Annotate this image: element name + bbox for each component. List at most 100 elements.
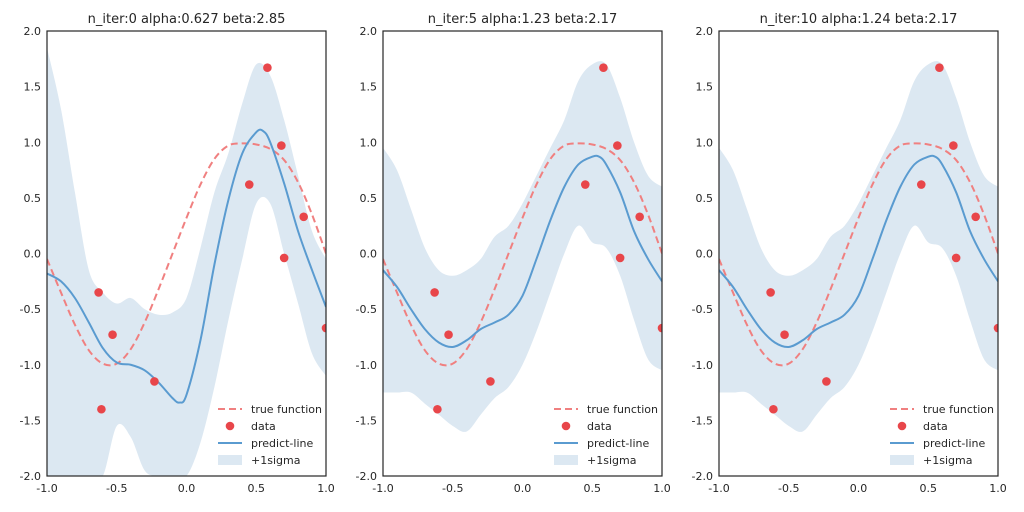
legend-label: true function bbox=[923, 403, 994, 416]
y-tick-label: 0.0 bbox=[360, 248, 378, 261]
true-function-line bbox=[47, 142, 326, 367]
data-point bbox=[279, 253, 289, 263]
x-tick-label: -1.0 bbox=[372, 482, 393, 495]
data-point bbox=[430, 288, 439, 297]
data-point bbox=[613, 141, 622, 150]
x-tick-label: -0.5 bbox=[106, 482, 127, 495]
y-tick-label: -1.5 bbox=[20, 414, 41, 427]
x-tick-label: 1.0 bbox=[989, 482, 1007, 495]
chart-title: n_iter:5 alpha:1.23 beta:2.17 bbox=[428, 12, 617, 27]
data-point bbox=[97, 404, 106, 414]
y-tick-label: -0.5 bbox=[692, 303, 713, 316]
subplot-1: -1.0 -0.5 0.0 0.5 1.0 2.0 1.5 1.0 0.5 0.0 -0.5 -1.0… bbox=[20, 12, 335, 495]
data-point bbox=[635, 212, 644, 222]
data-point bbox=[94, 288, 103, 297]
subplot-2: -1.0 -0.5 0.0 0.5 1.0 2.0 1.5 1.0 0.5 0.0 -0.5 -1.0… bbox=[356, 12, 671, 495]
x-tick-label: 0.5 bbox=[584, 482, 602, 495]
legend-label: +1sigma bbox=[587, 454, 636, 467]
y-tick-label: 1.0 bbox=[360, 136, 378, 149]
y-tick-label: -0.5 bbox=[20, 303, 41, 316]
legend-swatch-sigma bbox=[554, 455, 578, 465]
sigma-band bbox=[719, 61, 998, 432]
data-point bbox=[299, 212, 308, 222]
data-point bbox=[822, 377, 831, 386]
legend-label: +1sigma bbox=[923, 454, 972, 467]
y-tick-label: 0.0 bbox=[24, 248, 42, 261]
legend: true function data predict-line +1sigma bbox=[554, 403, 658, 467]
x-tick-label: 0.0 bbox=[850, 482, 868, 495]
legend-swatch-data bbox=[561, 421, 571, 431]
true-function-line bbox=[383, 142, 662, 367]
data-point bbox=[780, 330, 789, 340]
x-tick-label: 0.5 bbox=[920, 482, 938, 495]
chart-title: n_iter:0 alpha:0.627 beta:2.85 bbox=[88, 12, 286, 27]
legend-swatch-sigma bbox=[890, 455, 914, 465]
axes-frame bbox=[718, 30, 999, 477]
legend: true function data predict-line +1sigma bbox=[218, 403, 322, 467]
data-point bbox=[935, 63, 944, 73]
legend-label: data bbox=[923, 420, 948, 433]
y-tick-label: -1.0 bbox=[20, 359, 41, 372]
data-point bbox=[277, 141, 286, 150]
x-tick-label: -1.0 bbox=[708, 482, 729, 495]
y-tick-label: 0.5 bbox=[360, 192, 378, 205]
subplot-3: -1.0 -0.5 0.0 0.5 1.0 2.0 1.5 1.0 0.5 0.0 -0.5 -1.0… bbox=[692, 12, 1007, 495]
axes-frame bbox=[382, 30, 663, 477]
legend-label: predict-line bbox=[923, 437, 985, 450]
y-tick-label: 0.5 bbox=[696, 192, 714, 205]
y-tick-label: 1.0 bbox=[696, 136, 714, 149]
data-point bbox=[993, 323, 998, 333]
y-tick-label: 0.5 bbox=[24, 192, 42, 205]
sigma-band bbox=[47, 47, 326, 476]
y-tick-label: -2.0 bbox=[20, 470, 41, 483]
predict-line bbox=[383, 154, 662, 348]
y-tick-label: -2.0 bbox=[356, 470, 377, 483]
data-point bbox=[971, 212, 980, 222]
predict-line bbox=[47, 128, 326, 404]
y-tick-label: 2.0 bbox=[360, 25, 378, 38]
y-tick-label: 1.0 bbox=[24, 136, 42, 149]
x-tick-label: 1.0 bbox=[653, 482, 671, 495]
legend-swatch-sigma bbox=[218, 455, 242, 465]
predict-line bbox=[719, 154, 998, 348]
legend-label: predict-line bbox=[587, 437, 649, 450]
data-point bbox=[769, 404, 778, 414]
data-point bbox=[951, 253, 961, 263]
y-tick-label: 2.0 bbox=[696, 25, 714, 38]
axes-frame bbox=[46, 30, 327, 477]
data-point bbox=[321, 323, 326, 333]
x-tick-label: 1.0 bbox=[317, 482, 335, 495]
legend: true function data predict-line +1sigma bbox=[890, 403, 994, 467]
data-point bbox=[444, 330, 453, 340]
chart-title: n_iter:10 alpha:1.24 beta:2.17 bbox=[760, 12, 958, 27]
legend-label: data bbox=[587, 420, 612, 433]
x-tick-label: -0.5 bbox=[442, 482, 463, 495]
y-tick-label: -1.0 bbox=[692, 359, 713, 372]
plot-area bbox=[383, 61, 662, 432]
data-point bbox=[580, 180, 590, 189]
y-tick-label: 0.0 bbox=[696, 248, 714, 261]
y-tick-label: -1.5 bbox=[356, 414, 377, 427]
y-tick-label: 2.0 bbox=[24, 25, 42, 38]
data-point bbox=[150, 377, 159, 386]
sigma-band bbox=[383, 61, 662, 432]
legend-label: data bbox=[251, 420, 276, 433]
legend-swatch-data bbox=[897, 421, 907, 431]
x-tick-label: 0.5 bbox=[248, 482, 266, 495]
x-tick-label: 0.0 bbox=[178, 482, 196, 495]
data-point bbox=[766, 288, 775, 297]
legend-label: true function bbox=[251, 403, 322, 416]
data-point bbox=[949, 141, 958, 150]
x-tick-label: 0.0 bbox=[514, 482, 532, 495]
true-function-line bbox=[719, 142, 998, 367]
data-point bbox=[916, 180, 926, 189]
data-point bbox=[615, 253, 625, 263]
legend-swatch-data bbox=[225, 421, 235, 431]
x-tick-label: -1.0 bbox=[36, 482, 57, 495]
legend-label: true function bbox=[587, 403, 658, 416]
data-point bbox=[486, 377, 495, 386]
y-tick-label: 1.5 bbox=[696, 81, 714, 94]
legend-label: predict-line bbox=[251, 437, 313, 450]
